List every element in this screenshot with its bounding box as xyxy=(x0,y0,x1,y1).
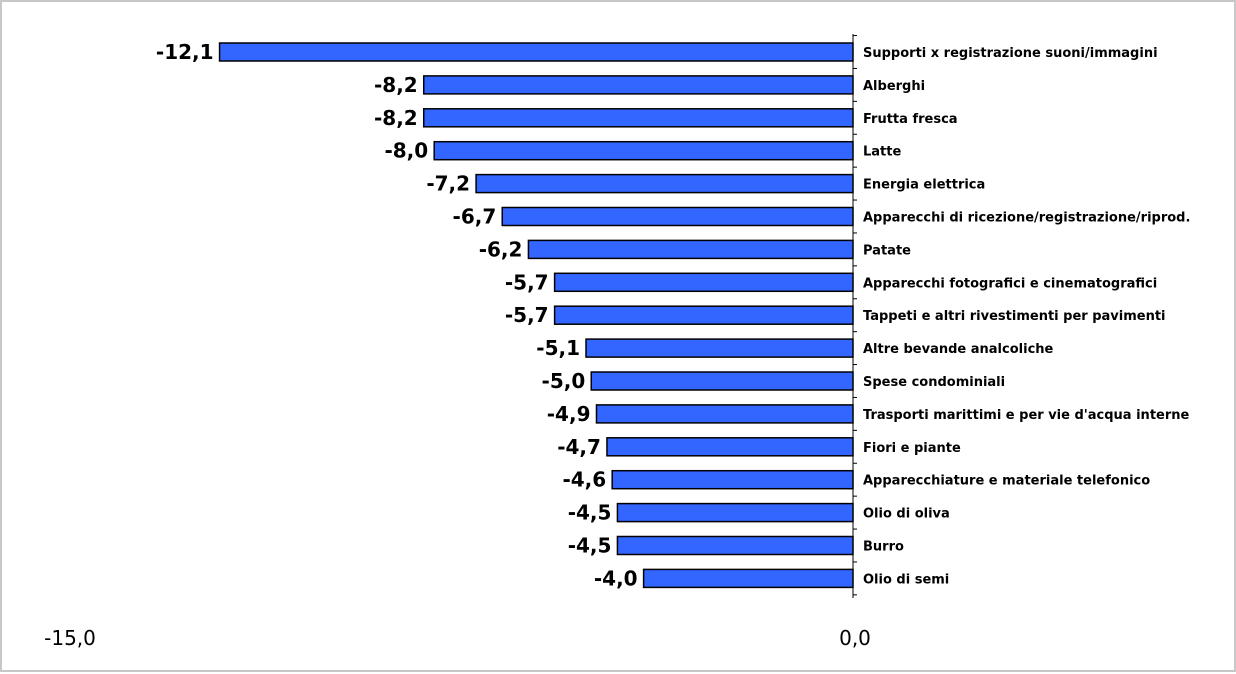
bar xyxy=(218,42,854,62)
category-label: Trasporti marittimi e per vie d'acqua in… xyxy=(863,408,1190,423)
bar xyxy=(642,568,854,589)
bar xyxy=(616,535,854,556)
value-label: -5,7 xyxy=(505,303,549,327)
bar xyxy=(590,371,854,391)
value-label: -8,2 xyxy=(374,73,418,97)
category-label: Apparecchi di ricezione/registrazione/ri… xyxy=(863,211,1190,226)
value-label: -4,5 xyxy=(568,501,612,525)
bar xyxy=(433,140,854,161)
category-label: Burro xyxy=(863,540,904,555)
category-label: Olio di semi xyxy=(863,572,949,587)
category-label: Altre bevande analcoliche xyxy=(863,342,1054,357)
category-label: Latte xyxy=(863,145,901,160)
bar xyxy=(611,469,854,490)
value-label: -6,2 xyxy=(479,237,523,261)
category-label: Tappeti e altri rivestimenti per pavimen… xyxy=(863,309,1166,324)
value-label: -5,0 xyxy=(542,369,586,393)
bar xyxy=(553,272,854,293)
category-label: Olio di oliva xyxy=(863,507,950,522)
value-label: -4,5 xyxy=(568,534,612,558)
bar xyxy=(527,239,854,260)
value-label: -12,1 xyxy=(156,40,214,64)
bar xyxy=(422,75,854,95)
bar xyxy=(553,305,854,325)
x-tick-label-zero: 0,0 xyxy=(839,626,871,650)
category-label: Supporti x registrazione suoni/immagini xyxy=(863,46,1158,61)
value-label: -7,2 xyxy=(426,172,470,196)
value-label: -8,0 xyxy=(384,139,428,163)
bar xyxy=(422,108,854,128)
category-label: Fiori e piante xyxy=(863,441,961,456)
x-tick-label-min: -15,0 xyxy=(44,626,96,650)
category-label: Apparecchi fotografici e cinematografici xyxy=(863,276,1157,291)
bar xyxy=(606,437,854,457)
category-label: Apparecchiature e materiale telefonico xyxy=(863,474,1150,489)
bar xyxy=(595,404,854,424)
bar xyxy=(616,502,854,523)
bar xyxy=(585,338,854,358)
value-label: -8,2 xyxy=(374,106,418,130)
category-label: Patate xyxy=(863,243,911,258)
value-label: -5,7 xyxy=(505,270,549,294)
labels-group: -12,1 Supporti x registrazione suoni/imma… xyxy=(156,40,1191,590)
bar xyxy=(475,173,854,194)
value-label: -4,9 xyxy=(547,402,591,426)
value-label: -4,7 xyxy=(557,435,601,459)
category-label: Energia elettrica xyxy=(863,178,985,193)
bars-group xyxy=(218,42,854,589)
category-label: Frutta fresca xyxy=(863,112,958,127)
bar xyxy=(501,206,854,227)
value-label: -5,1 xyxy=(536,336,580,360)
value-label: -4,6 xyxy=(562,468,606,492)
value-label: -4,0 xyxy=(594,566,638,590)
value-label: -6,7 xyxy=(453,205,497,229)
category-label: Alberghi xyxy=(863,79,925,94)
axis-group xyxy=(852,34,857,598)
category-label: Spese condominiali xyxy=(863,375,1005,390)
